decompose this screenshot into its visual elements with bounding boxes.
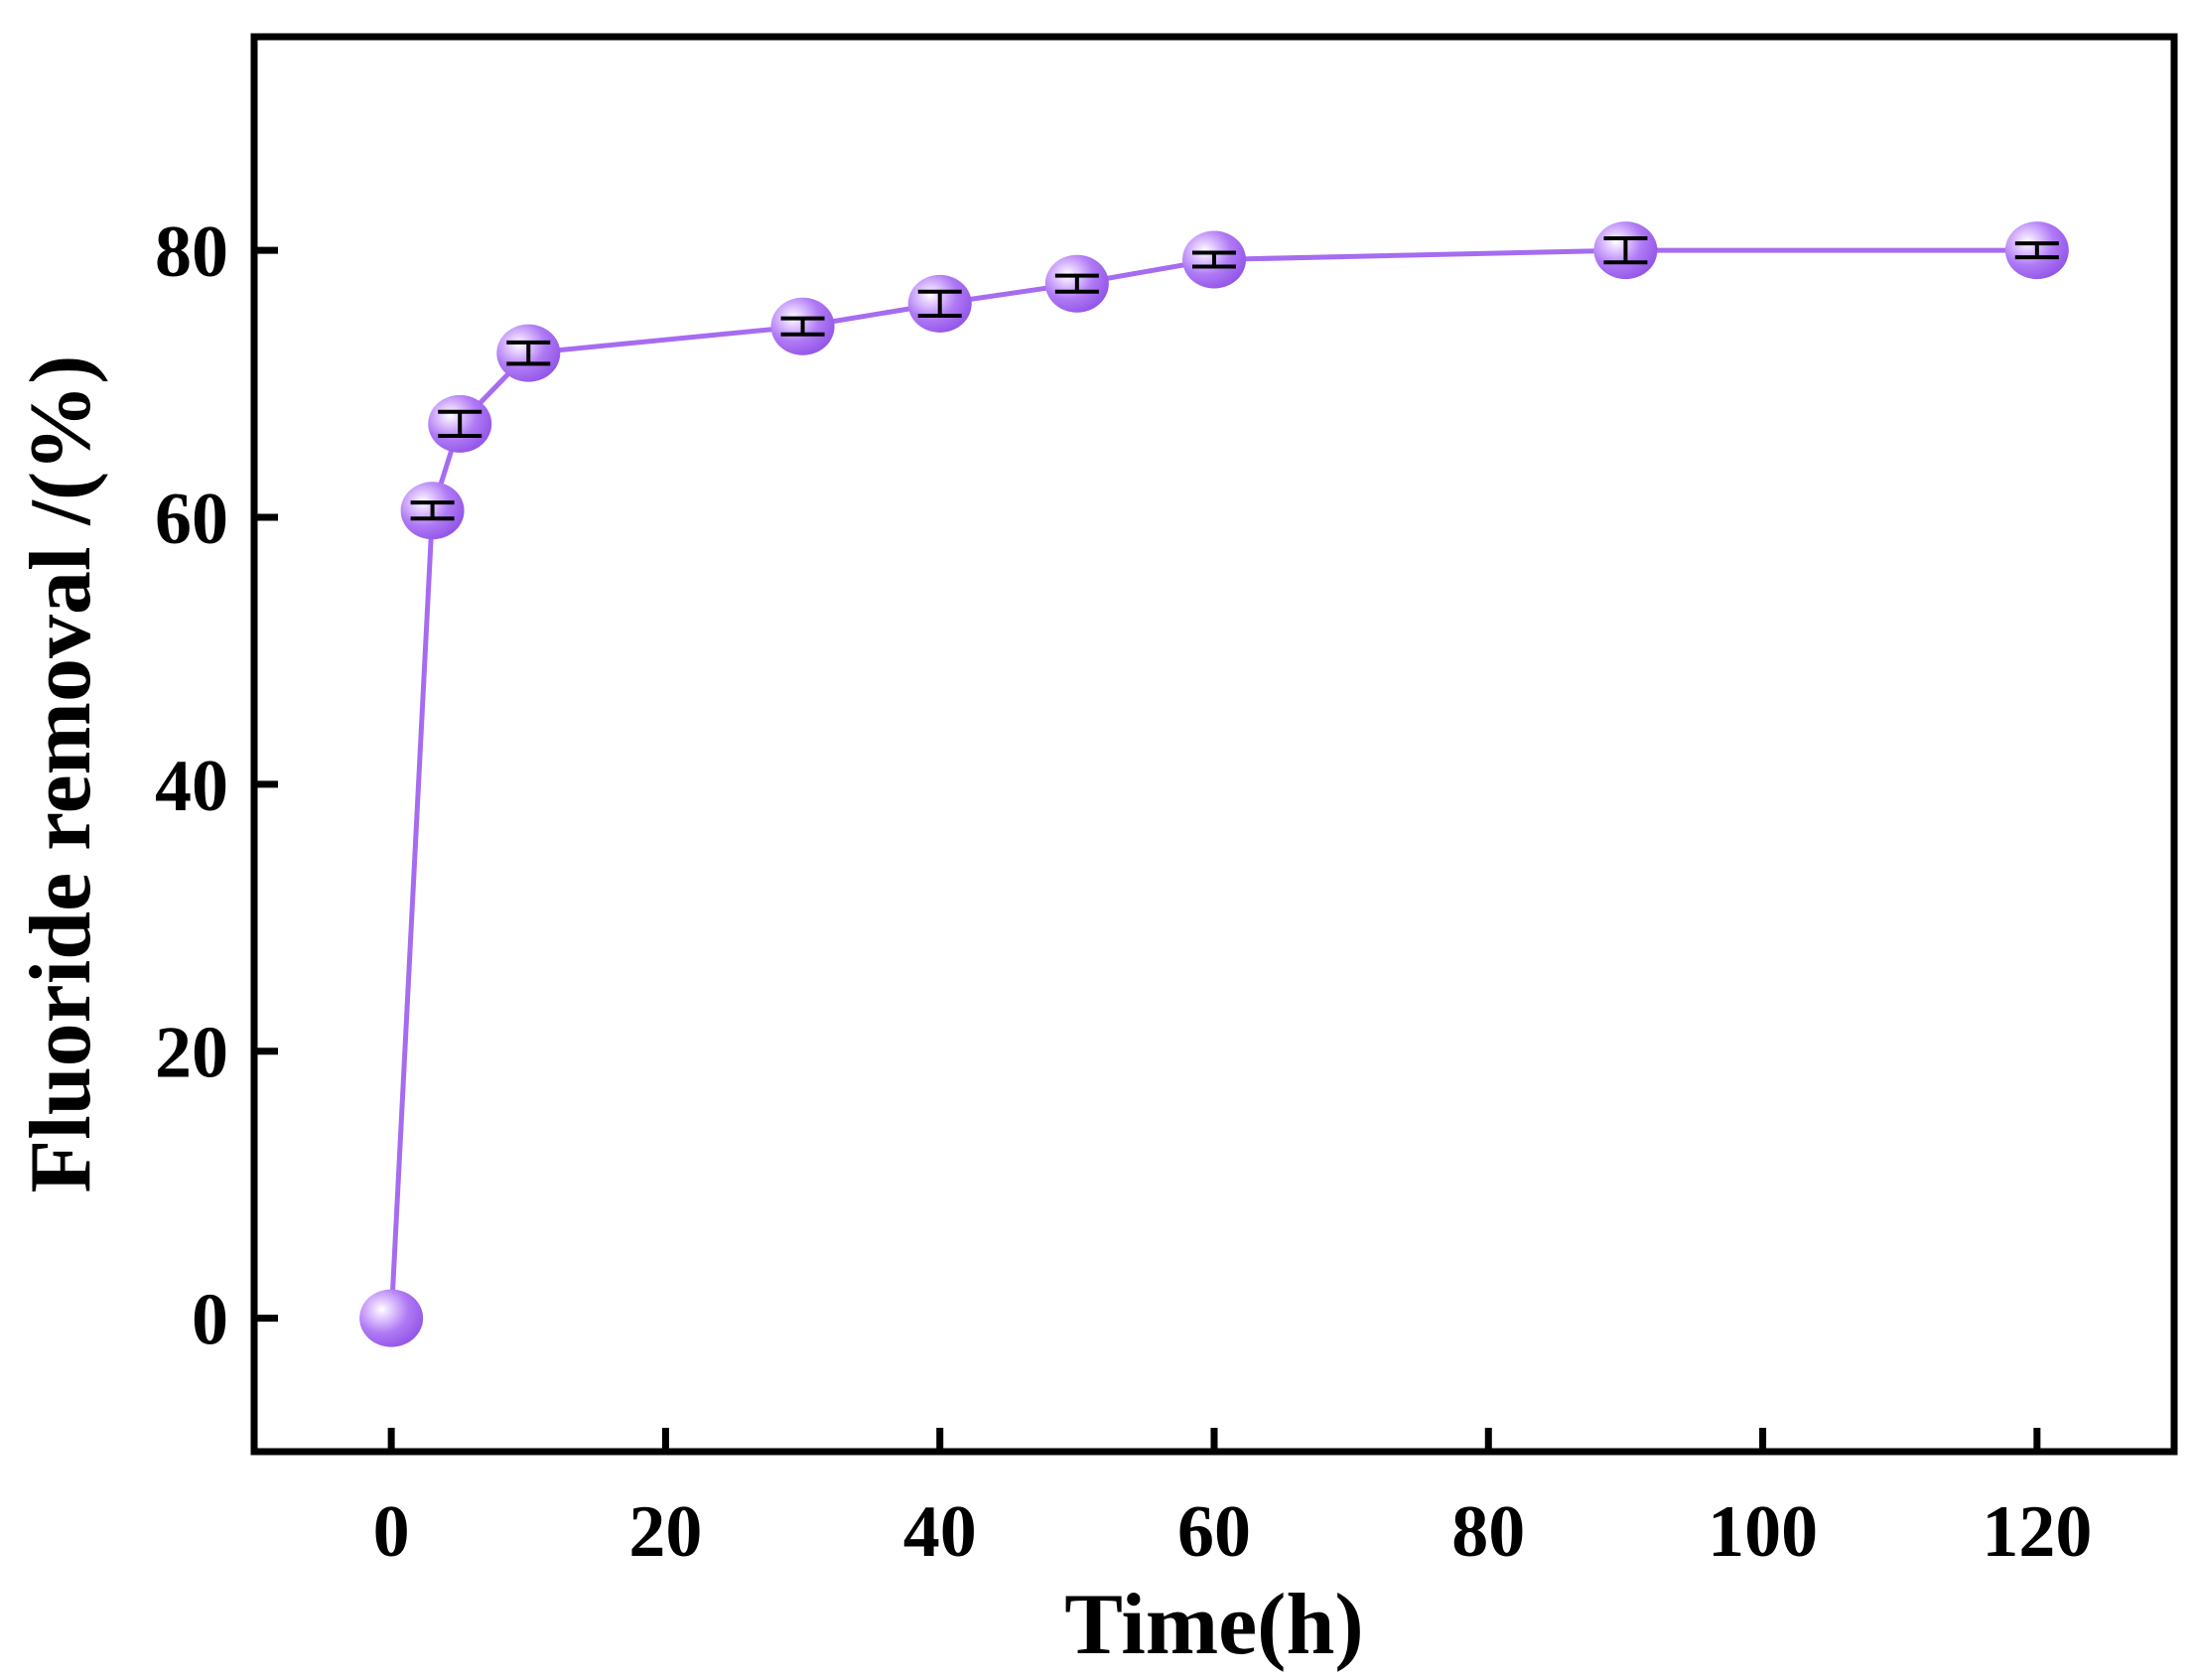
data-point <box>359 1289 424 1347</box>
error-bar <box>780 316 825 337</box>
error-bar <box>438 409 482 438</box>
y-tick-label: 40 <box>155 746 228 827</box>
y-axis-title: Fluoride removal /(%) <box>13 355 109 1193</box>
series-layer <box>359 221 2069 1347</box>
x-axis-ticks: 0 20 40 60 80 100 120 <box>373 1428 2092 1573</box>
error-bar <box>917 289 962 318</box>
x-tick-label: 80 <box>1451 1491 1525 1573</box>
error-bar <box>2014 241 2059 260</box>
y-axis-ticks: 0 20 40 60 80 <box>155 211 278 1361</box>
x-tick-label: 20 <box>628 1491 702 1573</box>
x-tick-label: 0 <box>373 1491 410 1573</box>
y-tick-label: 20 <box>155 1013 228 1094</box>
y-tick-label: 60 <box>155 479 228 560</box>
x-tick-label: 100 <box>1708 1491 1818 1573</box>
error-bar <box>1603 235 1648 265</box>
x-tick-label: 60 <box>1177 1491 1251 1573</box>
x-axis-title: Time(h) <box>1064 1577 1363 1673</box>
y-tick-label: 80 <box>155 211 228 293</box>
error-bar <box>1192 250 1236 269</box>
error-bar <box>410 500 455 521</box>
x-tick-label: 40 <box>903 1491 977 1573</box>
error-bar <box>506 340 551 366</box>
plot-frame <box>250 33 2178 1456</box>
error-bar <box>1054 273 1099 294</box>
x-tick-label: 120 <box>1982 1491 2092 1573</box>
y-tick-label: 0 <box>192 1280 228 1361</box>
series-line <box>388 247 2037 1319</box>
